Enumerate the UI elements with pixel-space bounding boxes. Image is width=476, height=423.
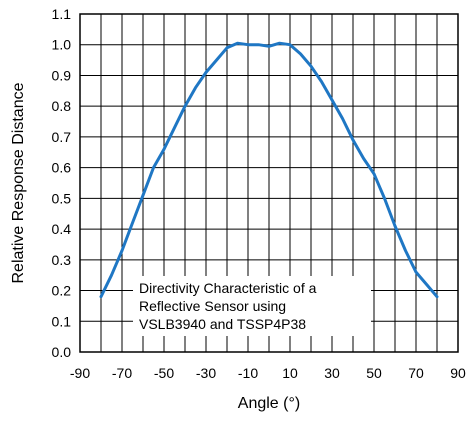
series-line bbox=[99, 41, 439, 299]
y-tick-label: 0.9 bbox=[52, 67, 72, 83]
y-axis-title: Relative Response Distance bbox=[10, 82, 27, 283]
series-group bbox=[99, 41, 439, 299]
annotation-line-2: Reflective Sensor using bbox=[139, 298, 286, 314]
y-tick-label: 0.5 bbox=[52, 190, 72, 206]
x-tick-label: 50 bbox=[366, 365, 382, 381]
y-tick-label: 0.3 bbox=[52, 252, 72, 268]
x-tick-label: 70 bbox=[408, 365, 424, 381]
x-axis-title: Angle (°) bbox=[238, 395, 300, 412]
tick-labels: -90 -70 -50 -30 -10 10 30 50 70 90 0.0 0.1 0.2 0.3 0.4… bbox=[52, 6, 466, 381]
x-tick-label: 10 bbox=[282, 365, 298, 381]
x-tick-label: 90 bbox=[450, 365, 466, 381]
x-tick-label: -90 bbox=[70, 365, 90, 381]
y-tick-label: 0.7 bbox=[52, 129, 72, 145]
y-tick-label: 1.0 bbox=[52, 37, 72, 53]
annotation-line-1: Directivity Characteristic of a bbox=[139, 280, 317, 296]
x-tick-label: 30 bbox=[324, 365, 340, 381]
x-tick-label: -10 bbox=[238, 365, 258, 381]
y-tick-label: 0.4 bbox=[52, 221, 72, 237]
y-tick-label: 0.8 bbox=[52, 98, 72, 114]
annotation-line-3: VSLB3940 and TSSP4P38 bbox=[139, 316, 306, 332]
annotation-box: Directivity Characteristic of a Reflecti… bbox=[133, 276, 371, 336]
y-tick-label: 0.1 bbox=[52, 313, 72, 329]
y-tick-label: 0.0 bbox=[52, 344, 72, 360]
y-tick-label: 0.2 bbox=[52, 283, 72, 299]
x-tick-label: -50 bbox=[154, 365, 174, 381]
annotation-background bbox=[133, 276, 371, 336]
y-tick-label: 1.1 bbox=[52, 6, 72, 22]
x-tick-label: -70 bbox=[112, 365, 132, 381]
y-tick-label: 0.6 bbox=[52, 160, 72, 176]
x-tick-label: -30 bbox=[196, 365, 216, 381]
plot-frame bbox=[79, 13, 459, 353]
